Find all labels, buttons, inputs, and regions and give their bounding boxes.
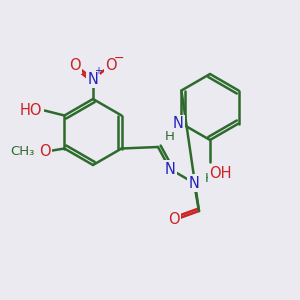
Text: OH: OH bbox=[209, 167, 231, 182]
Text: N: N bbox=[173, 116, 184, 131]
Text: O: O bbox=[40, 144, 51, 159]
Text: N: N bbox=[189, 176, 200, 190]
Text: HO: HO bbox=[20, 103, 42, 118]
Text: CH₃: CH₃ bbox=[10, 145, 34, 158]
Text: +: + bbox=[94, 66, 102, 76]
Text: N: N bbox=[88, 71, 98, 86]
Text: H: H bbox=[205, 172, 215, 184]
Text: H: H bbox=[165, 130, 175, 143]
Text: N: N bbox=[165, 161, 176, 176]
Text: O: O bbox=[105, 58, 117, 73]
Text: −: − bbox=[114, 52, 124, 64]
Text: O: O bbox=[69, 58, 81, 73]
Text: O: O bbox=[168, 212, 180, 226]
